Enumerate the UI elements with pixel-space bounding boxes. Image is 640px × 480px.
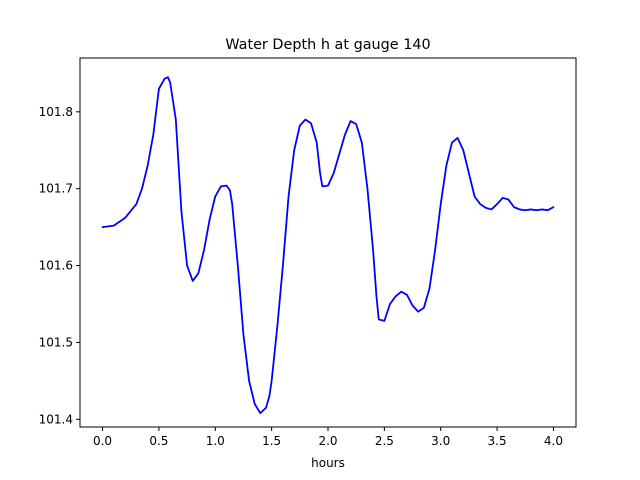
x-tick-label: 0.5 — [149, 434, 168, 448]
x-tick-label: 4.0 — [544, 434, 563, 448]
chart-title: Water Depth h at gauge 140 — [225, 37, 430, 53]
x-tick-label: 2.5 — [375, 434, 394, 448]
x-tick-label: 0.0 — [93, 434, 112, 448]
x-axis-label: hours — [311, 456, 345, 470]
x-tick-label: 1.0 — [206, 434, 225, 448]
y-tick-label: 101.7 — [39, 182, 73, 196]
x-tick-label: 3.0 — [431, 434, 450, 448]
x-tick-label: 3.5 — [488, 434, 507, 448]
y-tick-label: 101.6 — [39, 259, 73, 273]
x-tick-label: 2.0 — [318, 434, 337, 448]
y-tick-label: 101.5 — [39, 335, 73, 349]
x-tick-label: 1.5 — [262, 434, 281, 448]
y-tick-label: 101.4 — [39, 412, 73, 426]
plot-area: 0.0 0.5 1.0 1.5 2.0 2.5 3.0 3.5 4.0 101.4 101.5 101… — [39, 57, 577, 448]
series-line-0 — [101, 76, 555, 415]
y-tick-label: 101.8 — [39, 105, 73, 119]
